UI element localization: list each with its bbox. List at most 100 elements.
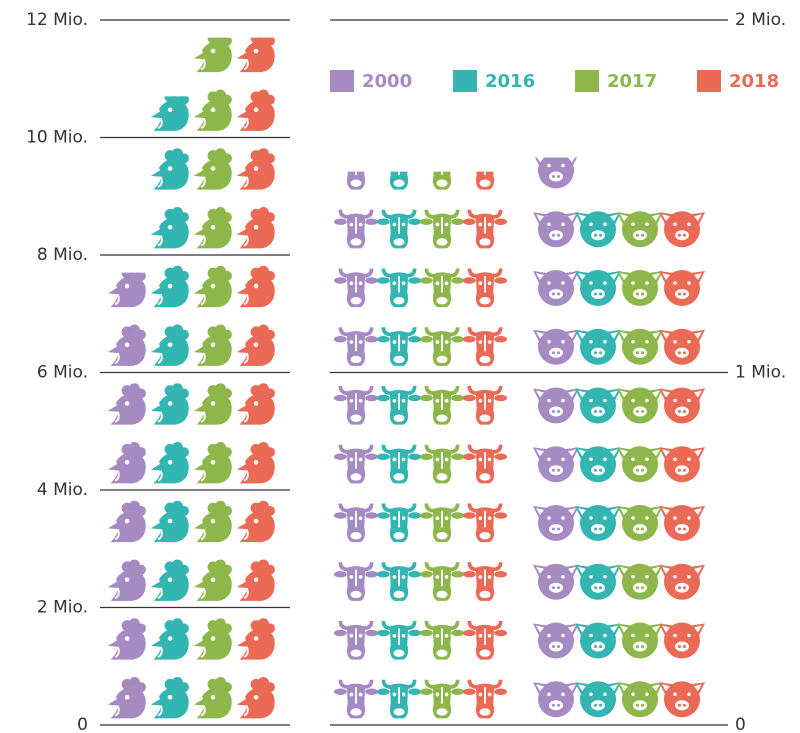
icon xyxy=(659,446,705,483)
legend-label: 2000 xyxy=(362,71,412,92)
icon xyxy=(617,387,663,424)
icon xyxy=(659,505,705,541)
icon xyxy=(533,681,579,718)
icon xyxy=(149,206,190,250)
icon xyxy=(333,207,379,251)
icon-column xyxy=(106,272,147,720)
icon xyxy=(149,676,190,720)
icon xyxy=(419,560,465,603)
icon xyxy=(462,677,508,721)
icon xyxy=(235,676,276,720)
icon xyxy=(419,325,465,368)
icon xyxy=(192,264,233,309)
icon xyxy=(419,384,465,427)
icon xyxy=(617,446,663,483)
icon xyxy=(575,446,621,483)
icon xyxy=(333,619,379,662)
icon xyxy=(462,501,508,545)
icon xyxy=(192,88,233,132)
icon xyxy=(235,499,276,544)
y2-tick-label: 0 xyxy=(735,715,746,733)
icon xyxy=(533,328,579,365)
legend-swatch xyxy=(697,70,721,92)
icon-column xyxy=(149,96,190,720)
icon-column xyxy=(192,37,233,720)
icon xyxy=(106,441,147,485)
icon xyxy=(419,171,465,192)
icon xyxy=(533,211,579,248)
legend-label: 2016 xyxy=(485,71,535,92)
icon-column xyxy=(462,171,508,721)
icon xyxy=(419,442,465,486)
icon xyxy=(419,207,465,251)
icon-column xyxy=(333,171,379,721)
legend-label: 2018 xyxy=(729,71,779,92)
icon xyxy=(333,384,379,427)
icon xyxy=(462,325,508,368)
icon-column xyxy=(617,211,663,718)
icon xyxy=(192,558,233,602)
icon xyxy=(149,96,190,132)
icon xyxy=(235,382,276,426)
icon xyxy=(419,619,465,662)
icon xyxy=(462,384,508,427)
icon xyxy=(333,171,379,192)
icon xyxy=(419,266,465,310)
y-tick-label: 0 xyxy=(77,715,88,733)
icon xyxy=(192,37,233,74)
icon xyxy=(533,563,579,600)
icon xyxy=(533,446,579,483)
y-tick-label: 12 Mio. xyxy=(26,10,88,30)
icon xyxy=(149,558,190,602)
icon xyxy=(333,266,379,310)
icon xyxy=(376,325,422,368)
icon xyxy=(192,441,233,485)
icon xyxy=(533,622,579,659)
icon xyxy=(333,442,379,486)
icon xyxy=(376,560,422,603)
icon xyxy=(192,499,233,544)
icon xyxy=(192,323,233,367)
icon xyxy=(617,270,663,306)
icon xyxy=(106,617,147,661)
icon xyxy=(333,677,379,721)
icon-column xyxy=(376,171,422,721)
icon xyxy=(149,147,190,191)
icon xyxy=(192,382,233,426)
icon xyxy=(617,328,663,365)
icon xyxy=(192,617,233,661)
icon-column xyxy=(575,211,621,718)
icon xyxy=(533,505,579,541)
icon xyxy=(617,211,663,248)
icon xyxy=(106,558,147,602)
icon xyxy=(376,384,422,427)
icon xyxy=(149,499,190,544)
icon xyxy=(376,677,422,721)
icon xyxy=(659,622,705,659)
icon xyxy=(575,505,621,541)
y2-tick-label: 1 Mio. xyxy=(735,363,786,383)
icon xyxy=(462,266,508,310)
y-tick-label: 8 Mio. xyxy=(37,245,88,265)
icon xyxy=(419,677,465,721)
icon xyxy=(106,272,147,309)
y-tick-label: 4 Mio. xyxy=(37,480,88,500)
icon xyxy=(575,328,621,365)
icon xyxy=(575,387,621,424)
icon xyxy=(575,270,621,306)
icon xyxy=(235,558,276,602)
icon xyxy=(149,441,190,485)
y2-tick-label: 2 Mio. xyxy=(735,10,786,30)
icon xyxy=(419,501,465,545)
icon xyxy=(235,37,276,74)
icon xyxy=(376,266,422,310)
icon xyxy=(617,681,663,718)
icon xyxy=(659,563,705,600)
icon xyxy=(333,325,379,368)
y-tick-label: 6 Mio. xyxy=(37,363,88,383)
icon xyxy=(575,563,621,600)
icon xyxy=(149,382,190,426)
icon-column xyxy=(659,211,705,718)
icon xyxy=(462,560,508,603)
icon xyxy=(235,617,276,661)
